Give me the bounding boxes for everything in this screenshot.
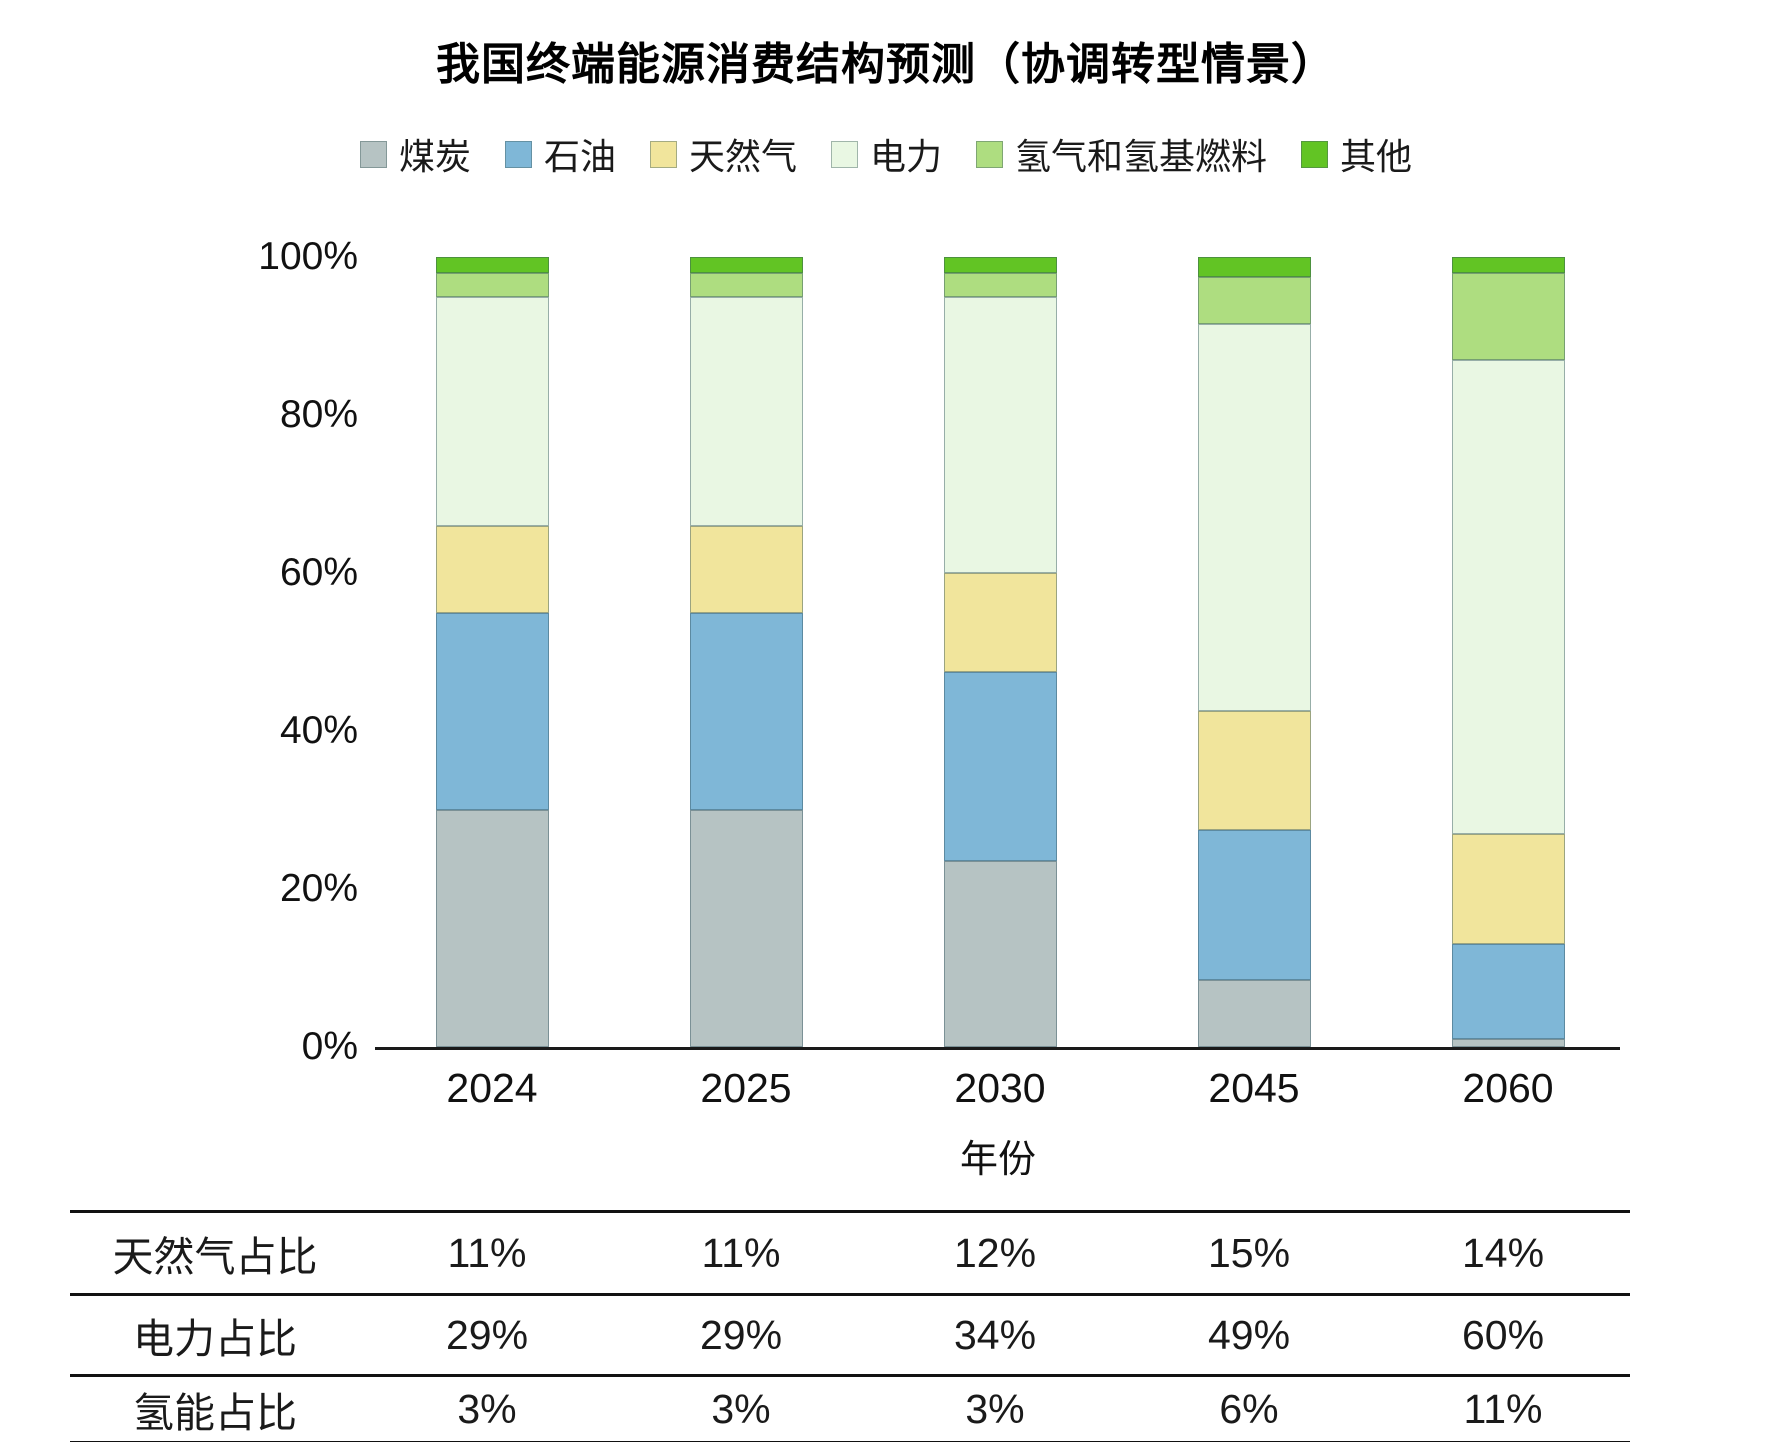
bar-segment-coal-2045 [1197, 979, 1311, 1047]
bar-segment-electricity-2030 [943, 296, 1057, 574]
legend-label-hydrogen: 氢气和氢基燃料 [1015, 136, 1268, 177]
bar-segment-electricity-2045 [1197, 324, 1311, 712]
legend-label-other: 其他 [1340, 136, 1413, 177]
legend: 煤炭 石油 天然气 电力 氢气和氢基燃料 其他 [0, 128, 1772, 180]
bar-segment-oil-2045 [1197, 829, 1311, 980]
bar-2024 [435, 257, 549, 1047]
y-axis-tick-label: 0% [301, 1025, 358, 1068]
legend-item-oil: 石油 [504, 128, 616, 180]
table-cell-gas-share-2045: 15% [1207, 1229, 1291, 1276]
legend-item-electricity: 电力 [831, 128, 942, 180]
table-cell-electricity-share-2024: 29% [445, 1311, 529, 1358]
table-cell-electricity-share-2045: 49% [1207, 1311, 1291, 1358]
bar-segment-other-2025 [689, 257, 803, 273]
x-axis-title: 年份 [959, 1139, 1037, 1181]
table-cell-hydrogen-share-2024: 3% [457, 1385, 517, 1432]
table-cell-electricity-share-2060: 60% [1461, 1311, 1545, 1358]
bar-segment-other-2045 [1197, 257, 1311, 277]
table-row-label-hydrogen-share: 氢能占比 [133, 1390, 297, 1436]
x-axis-line [375, 1047, 1620, 1050]
y-axis-tick-label: 100% [258, 235, 358, 278]
legend-swatch-hydrogen [976, 140, 1004, 168]
x-axis-tick-label-2060: 2060 [1462, 1065, 1554, 1111]
table-cell-gas-share-2030: 12% [953, 1229, 1037, 1276]
legend-item-coal: 煤炭 [359, 128, 471, 180]
bar-segment-hydrogen-2045 [1197, 276, 1311, 325]
table-cell-electricity-share-2025: 29% [699, 1311, 783, 1358]
legend-swatch-electricity [831, 140, 858, 168]
legend-swatch-oil [504, 140, 532, 168]
bar-segment-coal-2025 [689, 810, 803, 1047]
legend-swatch-natural-gas [649, 140, 677, 168]
bar-segment-oil-2025 [689, 612, 803, 810]
bar-segment-oil-2030 [943, 671, 1057, 862]
legend-swatch-other [1301, 140, 1329, 168]
legend-label-electricity: 电力 [870, 136, 943, 177]
y-axis-tick-label: 20% [279, 867, 358, 910]
bar-segment-other-2030 [943, 257, 1057, 273]
legend-item-natural-gas: 天然气 [649, 128, 797, 180]
bar-segment-hydrogen-2060 [1451, 272, 1565, 360]
bar-2030 [943, 257, 1057, 1047]
table-cell-hydrogen-share-2030: 3% [965, 1385, 1025, 1432]
legend-label-natural-gas: 天然气 [688, 136, 797, 177]
bar-segment-natural-gas-2025 [689, 525, 803, 613]
x-axis-tick-label-2030: 2030 [954, 1065, 1046, 1111]
legend-label-oil: 石油 [543, 136, 616, 177]
bar-segment-hydrogen-2024 [435, 272, 549, 297]
table-row-gas-share: 天然气占比 11% 11% 12% 15% 14% [70, 1213, 1630, 1296]
bar-2045 [1197, 257, 1311, 1047]
y-axis-tick-label: 40% [279, 709, 358, 752]
x-axis-tick-label-2024: 2024 [446, 1065, 538, 1111]
bar-segment-other-2024 [435, 257, 549, 273]
bar-segment-coal-2030 [943, 861, 1057, 1047]
x-axis-tick-label-2045: 2045 [1208, 1065, 1300, 1111]
bar-segment-natural-gas-2030 [943, 573, 1057, 672]
bar-segment-natural-gas-2045 [1197, 711, 1311, 830]
y-axis-tick-label: 60% [279, 551, 358, 594]
table-cell-hydrogen-share-2060: 11% [1463, 1385, 1543, 1432]
bar-segment-electricity-2024 [435, 296, 549, 526]
table-cell-gas-share-2060: 14% [1461, 1229, 1545, 1276]
bar-segment-oil-2060 [1451, 944, 1565, 1040]
bar-segment-hydrogen-2025 [689, 272, 803, 297]
data-table: 天然气占比 11% 11% 12% 15% 14% 电力占比 29% 29% 34% 49% 60% 氢… [70, 1210, 1630, 1442]
table-row-label-gas-share: 天然气占比 [112, 1234, 318, 1280]
table-cell-gas-share-2024: 11% [447, 1229, 527, 1276]
legend-item-hydrogen: 氢气和氢基燃料 [976, 128, 1267, 180]
bar-segment-other-2060 [1451, 257, 1565, 273]
bar-segment-hydrogen-2030 [943, 272, 1057, 297]
table-cell-gas-share-2025: 11% [701, 1229, 781, 1276]
table-row-hydrogen-share: 氢能占比 3% 3% 3% 6% 11% [70, 1377, 1630, 1442]
legend-label-coal: 煤炭 [398, 136, 471, 177]
table-cell-electricity-share-2030: 34% [953, 1311, 1037, 1358]
bar-segment-coal-2060 [1451, 1039, 1565, 1047]
table-cell-hydrogen-share-2025: 3% [711, 1385, 771, 1432]
table-cell-hydrogen-share-2045: 6% [1219, 1385, 1279, 1432]
bar-segment-electricity-2025 [689, 296, 803, 526]
bar-segment-natural-gas-2060 [1451, 833, 1565, 945]
bar-segment-coal-2024 [435, 810, 549, 1047]
bar-2025 [689, 257, 803, 1047]
bar-segment-natural-gas-2024 [435, 525, 549, 613]
table-row-electricity-share: 电力占比 29% 29% 34% 49% 60% [70, 1296, 1630, 1377]
x-axis-tick-label-2025: 2025 [700, 1065, 792, 1111]
y-axis-tick-label: 80% [279, 393, 358, 436]
table-row-label-electricity-share: 电力占比 [133, 1316, 297, 1362]
bar-segment-oil-2024 [435, 612, 549, 810]
bar-2060 [1451, 257, 1565, 1047]
chart-title: 我国终端能源消费结构预测（协调转型情景） [436, 40, 1336, 89]
bar-segment-electricity-2060 [1451, 359, 1565, 834]
legend-item-other: 其他 [1301, 128, 1412, 180]
legend-swatch-coal [359, 140, 387, 168]
